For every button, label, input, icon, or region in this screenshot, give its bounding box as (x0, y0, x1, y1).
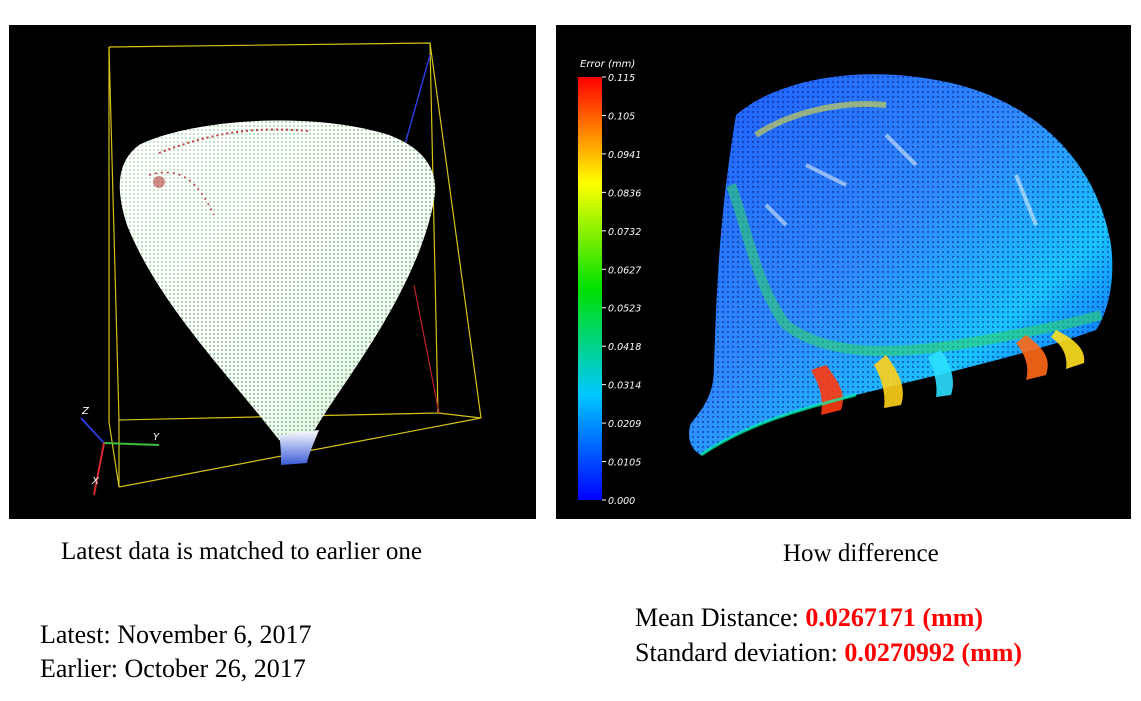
right-caption: How difference (783, 540, 939, 567)
colorbar: Error (mm) 0.115 0.105 0.0941 0.0836 0.0732 0… (578, 59, 641, 507)
point-cloud-canvas: Z Y X (80, 42, 482, 496)
earlier-date: Earlier: October 26, 2017 (40, 654, 306, 683)
colorbar-tick-label: 0.0209 (608, 419, 641, 430)
colorbar-tick-label: 0.000 (608, 496, 635, 507)
colorbar-tick-label: 0.0523 (608, 304, 641, 315)
mean-distance-label: Mean Distance: (635, 603, 806, 632)
colorbar-tick-label: 0.0627 (608, 265, 641, 276)
colorbar-tick-label: 0.0105 (608, 458, 641, 469)
latest-date: Latest: November 6, 2017 (40, 620, 312, 649)
colorbar-gradient (578, 77, 602, 500)
axis-z-label: Z (81, 406, 90, 417)
error-map-canvas: Error (mm) 0.115 0.105 0.0941 0.0836 0.0732 0… (578, 59, 1113, 507)
colorbar-tick-label: 0.105 (608, 111, 635, 122)
colorbar-tick-label: 0.0836 (608, 188, 641, 199)
std-deviation-value: 0.0270992 (mm) (844, 638, 1023, 667)
colorbar-tick-label: 0.115 (608, 73, 635, 84)
axis-y-label: Y (153, 432, 160, 443)
left-caption: Latest data is matched to earlier one (61, 538, 422, 565)
standard-deviation: Standard deviation: 0.0270992 (mm) (635, 638, 1022, 668)
point-cloud-view[interactable]: Z Y X (9, 25, 536, 519)
axis-x-label: X (91, 476, 100, 487)
std-deviation-label: Standard deviation: (635, 638, 845, 667)
colorbar-tick-label: 0.0941 (608, 150, 641, 161)
mean-distance: Mean Distance: 0.0267171 (mm) (635, 603, 983, 633)
colorbar-tick-label: 0.0732 (608, 227, 641, 238)
mean-distance-value: 0.0267171 (mm) (805, 603, 984, 632)
colorbar-title: Error (mm) (580, 59, 635, 70)
club-head-point-cloud (119, 120, 436, 465)
axes-triad: Z Y X (80, 406, 160, 496)
colorbar-tick-label: 0.0418 (608, 342, 641, 353)
club-head-error-map (689, 74, 1113, 457)
colorbar-tick-label: 0.0314 (608, 381, 641, 392)
error-map-view[interactable]: Error (mm) 0.115 0.105 0.0941 0.0836 0.0732 0… (556, 25, 1131, 519)
